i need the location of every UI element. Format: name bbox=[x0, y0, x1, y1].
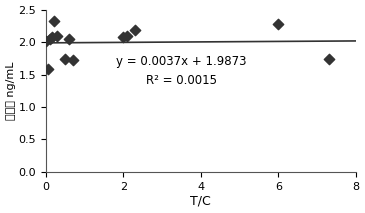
Point bbox=[43, 39, 49, 42]
Y-axis label: 标水値 ng/mL: 标水値 ng/mL bbox=[5, 62, 16, 120]
Point bbox=[62, 57, 68, 61]
Point bbox=[132, 29, 138, 32]
Point bbox=[66, 37, 72, 40]
Point bbox=[70, 58, 76, 61]
Point bbox=[120, 36, 126, 39]
Point bbox=[54, 34, 60, 37]
Point bbox=[276, 23, 281, 26]
Point bbox=[47, 37, 53, 40]
Point bbox=[49, 35, 54, 39]
Point bbox=[326, 57, 332, 61]
Point bbox=[45, 68, 51, 71]
Point bbox=[124, 34, 130, 37]
Text: y = 0.0037x + 1.9873
R² = 0.0015: y = 0.0037x + 1.9873 R² = 0.0015 bbox=[116, 55, 247, 87]
Point bbox=[51, 20, 57, 23]
X-axis label: T/C: T/C bbox=[191, 194, 211, 207]
